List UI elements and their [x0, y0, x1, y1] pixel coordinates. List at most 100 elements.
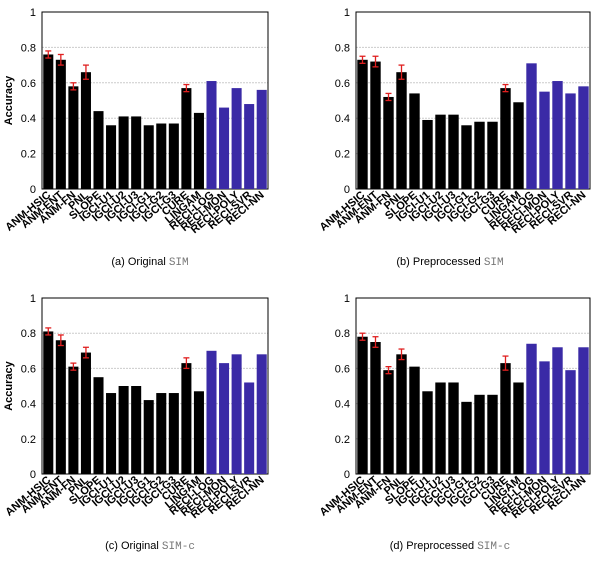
- bar: [193, 391, 204, 474]
- bar: [396, 72, 407, 189]
- bar: [461, 125, 472, 189]
- bar: [168, 123, 179, 189]
- bar: [539, 361, 550, 474]
- bar: [474, 394, 485, 474]
- caption-dataset: SIM-c: [162, 541, 195, 553]
- y-tick-label: 0.2: [335, 434, 350, 446]
- bar: [68, 86, 79, 189]
- error-bar: [183, 357, 190, 370]
- bar: [106, 393, 117, 474]
- y-tick-label: 0.2: [21, 149, 36, 161]
- bar: [409, 93, 420, 189]
- error-bar: [385, 92, 392, 102]
- bar: [231, 88, 242, 189]
- error-bar: [398, 64, 405, 80]
- bar: [181, 363, 192, 474]
- bar: [168, 393, 179, 474]
- bar: [93, 111, 104, 189]
- bar: [43, 54, 54, 190]
- bar: [156, 123, 167, 189]
- error-bar: [183, 83, 190, 93]
- bar: [357, 336, 368, 474]
- bar: [448, 114, 459, 189]
- bar: [43, 331, 54, 474]
- bar: [474, 121, 485, 189]
- bar: [231, 354, 242, 474]
- plot-frame: [41, 11, 269, 190]
- plot-frame: [41, 297, 269, 475]
- bar: [539, 91, 550, 189]
- bar: [106, 125, 117, 189]
- y-tick-label: 0.8: [21, 42, 36, 54]
- bar: [526, 343, 537, 474]
- bar: [487, 394, 498, 474]
- y-tick-label: 0.6: [21, 363, 36, 375]
- y-tick-label: 0.4: [21, 399, 36, 411]
- caption-dataset: SIM: [484, 257, 504, 269]
- bar: [370, 61, 381, 190]
- bar: [396, 354, 407, 474]
- error-bar: [70, 362, 77, 371]
- bar: [219, 107, 230, 189]
- caption-text: (a) Original: [111, 256, 165, 268]
- bar: [578, 86, 589, 189]
- caption: (c) Original SIM-c: [105, 540, 195, 553]
- bar: [80, 72, 91, 189]
- y-tick-label: 0.4: [21, 113, 36, 125]
- plot-frame: [355, 297, 591, 475]
- error-bar: [372, 336, 379, 348]
- y-tick-label: 0.2: [335, 149, 350, 161]
- bar: [513, 382, 524, 474]
- bar: [565, 93, 576, 189]
- error-bar: [502, 355, 509, 371]
- bar: [487, 121, 498, 189]
- caption-text: (c) Original: [105, 540, 159, 552]
- bar: [131, 386, 142, 474]
- bar: [181, 88, 192, 189]
- y-tick-label: 1: [344, 293, 350, 305]
- y-tick-label: 0.8: [335, 42, 350, 54]
- bar: [370, 342, 381, 474]
- y-tick-label: 0.4: [335, 113, 350, 125]
- y-axis-label: Accuracy: [3, 75, 15, 125]
- bar: [244, 104, 255, 189]
- bar: [156, 393, 167, 474]
- caption-text: (b) Preprocessed: [396, 256, 480, 268]
- y-tick-label: 0.4: [335, 399, 350, 411]
- caption-dataset: SIM-c: [477, 541, 510, 553]
- y-tick-label: 0: [344, 184, 350, 196]
- y-tick-label: 1: [344, 7, 350, 19]
- y-tick-label: 0.8: [335, 328, 350, 340]
- bar: [526, 63, 537, 189]
- bar: [244, 382, 255, 474]
- bar: [206, 350, 217, 474]
- y-tick-label: 0: [30, 469, 36, 481]
- bar: [448, 382, 459, 474]
- y-tick-label: 1: [30, 293, 36, 305]
- bar: [500, 88, 511, 189]
- bar: [513, 102, 524, 189]
- error-bar: [82, 64, 89, 80]
- error-bar: [57, 334, 64, 347]
- bar: [206, 81, 217, 189]
- bar: [578, 347, 589, 474]
- error-bar: [359, 55, 366, 64]
- error-bar: [359, 332, 366, 341]
- error-bar: [398, 348, 405, 361]
- bar: [68, 366, 79, 474]
- error-bar: [385, 365, 392, 375]
- bar: [435, 114, 446, 189]
- y-axis-label: Accuracy: [3, 360, 15, 410]
- bar: [118, 116, 129, 189]
- error-bar: [82, 346, 89, 359]
- error-bar: [45, 50, 52, 59]
- y-tick-label: 0.6: [335, 363, 350, 375]
- bar: [256, 354, 267, 474]
- plot-frame: [355, 11, 591, 190]
- bar: [383, 96, 394, 189]
- caption-text: (d) Preprocessed: [390, 540, 474, 552]
- error-bar: [70, 82, 77, 91]
- caption: (a) Original SIM: [111, 256, 188, 269]
- bar: [565, 370, 576, 474]
